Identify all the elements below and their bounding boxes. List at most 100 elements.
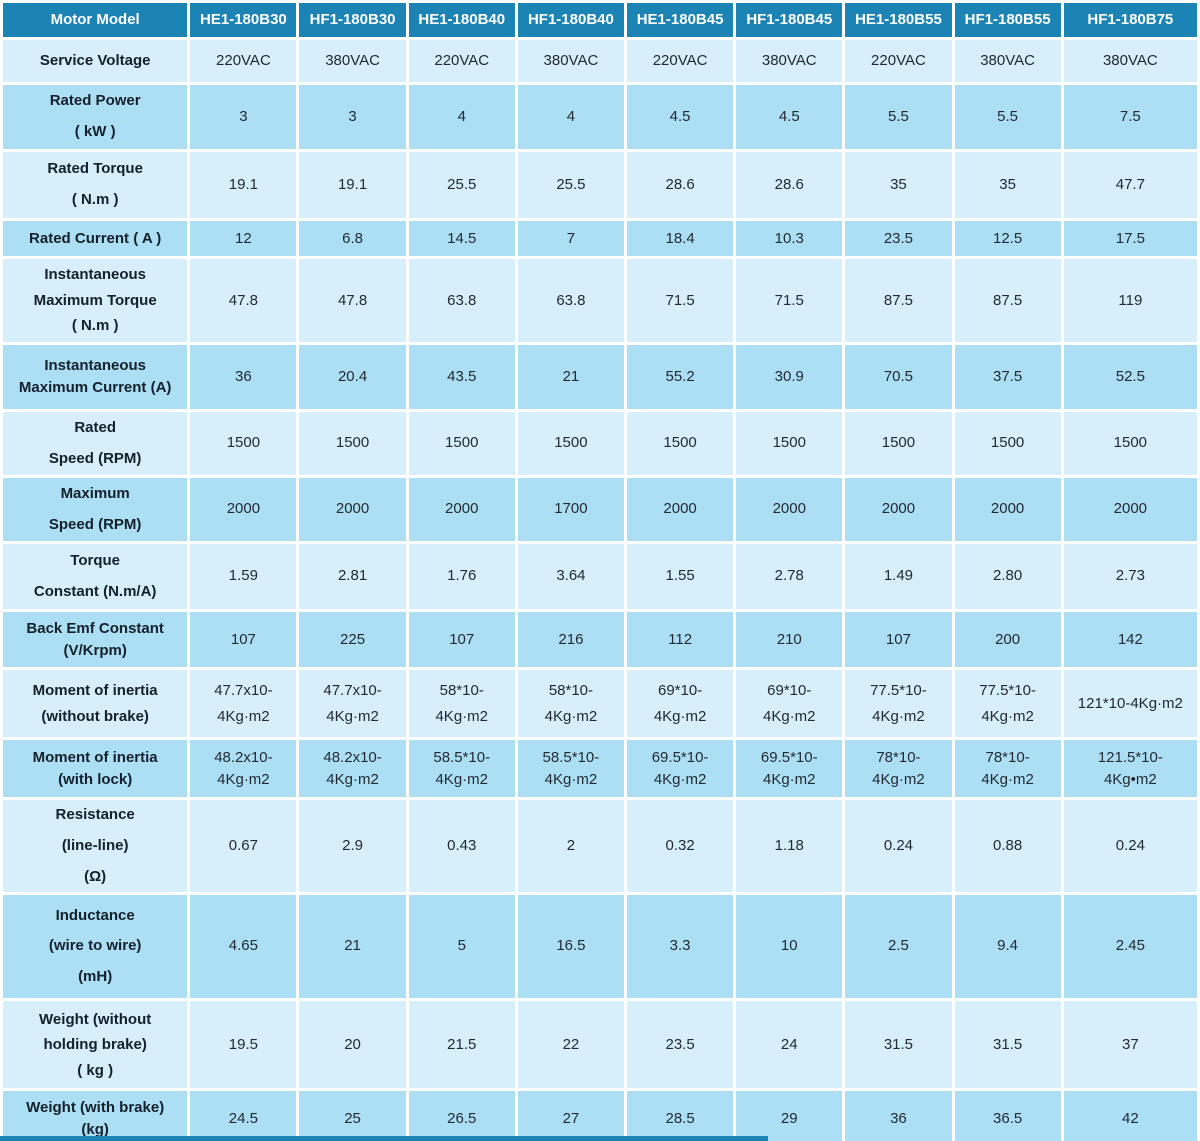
spec-value-cell: 69*10- 4Kg·m2	[627, 670, 734, 737]
spec-value-cell: 47.7	[1063, 152, 1197, 218]
spec-value-cell: 12	[190, 221, 297, 256]
spec-value-cell: 3	[190, 85, 297, 149]
model-header-cell: HE1-180B55	[845, 3, 952, 37]
table-row: Moment of inertia (without brake) 47.7x10…	[3, 670, 1197, 737]
spec-value-cell: 1500	[627, 412, 734, 475]
spec-value-cell: 1500	[954, 412, 1061, 475]
spec-value-cell: 63.8	[408, 259, 515, 342]
spec-value-cell: 4.5	[627, 85, 734, 149]
spec-value-cell: 37.5	[954, 345, 1061, 409]
spec-value-cell: 16.5	[517, 895, 624, 999]
next-table-header-strip	[0, 1136, 768, 1141]
row-label-cell: Instantaneous Maximum Torque ( N.m )	[3, 259, 188, 342]
spec-value-cell: 21.5	[408, 1001, 515, 1089]
spec-value-cell: 35	[845, 152, 952, 218]
spec-value-cell: 1700	[517, 478, 624, 541]
spec-value-cell: 36.5	[954, 1091, 1061, 1141]
model-header-cell: HF1-180B55	[954, 3, 1061, 37]
spec-value-cell: 77.5*10- 4Kg·m2	[845, 670, 952, 737]
row-label-cell: Inductance (wire to wire) (mH)	[3, 895, 188, 999]
spec-value-cell: 200	[954, 612, 1061, 667]
spec-value-cell: 25.5	[408, 152, 515, 218]
table-row: Maximum Speed (RPM) 2000 2000 2000 1700 2000 2…	[3, 478, 1197, 541]
spec-value-cell: 5.5	[954, 85, 1061, 149]
spec-value-cell: 2.80	[954, 544, 1061, 609]
spec-value-cell: 380VAC	[736, 40, 843, 82]
spec-value-cell: 2000	[845, 478, 952, 541]
spec-value-cell: 2000	[736, 478, 843, 541]
spec-value-cell: 24.5	[190, 1091, 297, 1141]
spec-value-cell: 43.5	[408, 345, 515, 409]
spec-value-cell: 1.18	[736, 800, 843, 893]
spec-value-cell: 380VAC	[1063, 40, 1197, 82]
row-label-cell: Back Emf Constant (V/Krpm)	[3, 612, 188, 667]
model-header-cell: HF1-180B30	[299, 3, 406, 37]
spec-value-cell: 55.2	[627, 345, 734, 409]
spec-value-cell: 10	[736, 895, 843, 999]
row-label-cell: Torque Constant (N.m/A)	[3, 544, 188, 609]
spec-value-cell: 380VAC	[517, 40, 624, 82]
spec-value-cell: 1500	[408, 412, 515, 475]
spec-value-cell: 220VAC	[845, 40, 952, 82]
spec-value-cell: 0.43	[408, 800, 515, 893]
spec-value-cell: 1.59	[190, 544, 297, 609]
model-header-cell: HE1-180B40	[408, 3, 515, 37]
spec-value-cell: 22	[517, 1001, 624, 1089]
spec-value-cell: 23.5	[845, 221, 952, 256]
spec-value-cell: 4	[408, 85, 515, 149]
spec-value-cell: 47.7x10- 4Kg·m2	[299, 670, 406, 737]
table-row: Instantaneous Maximum Current (A) 36 20.4 4…	[3, 345, 1197, 409]
spec-value-cell: 220VAC	[627, 40, 734, 82]
spec-value-cell: 107	[845, 612, 952, 667]
spec-value-cell: 69*10- 4Kg·m2	[736, 670, 843, 737]
spec-value-cell: 48.2x10- 4Kg·m2	[190, 740, 297, 797]
spec-value-cell: 121.5*10- 4Kg•m2	[1063, 740, 1197, 797]
spec-value-cell: 5	[408, 895, 515, 999]
spec-value-cell: 31.5	[845, 1001, 952, 1089]
spec-value-cell: 112	[627, 612, 734, 667]
spec-value-cell: 78*10- 4Kg·m2	[845, 740, 952, 797]
spec-value-cell: 25.5	[517, 152, 624, 218]
spec-value-cell: 58*10- 4Kg·m2	[517, 670, 624, 737]
table-row: Resistance (line-line) (Ω) 0.67 2.9 0.43 2 0.…	[3, 800, 1197, 893]
table-row: Weight (with brake) (kg) 24.5 25 26.5 27 28.5…	[3, 1091, 1197, 1141]
spec-value-cell: 225	[299, 612, 406, 667]
row-label-cell: Rated Torque ( N.m )	[3, 152, 188, 218]
spec-value-cell: 220VAC	[190, 40, 297, 82]
motor-model-header-cell: Motor Model	[3, 3, 188, 37]
spec-value-cell: 20.4	[299, 345, 406, 409]
spec-value-cell: 2000	[190, 478, 297, 541]
spec-value-cell: 47.7x10- 4Kg·m2	[190, 670, 297, 737]
spec-value-cell: 58*10- 4Kg·m2	[408, 670, 515, 737]
table-row: Moment of inertia (with lock) 48.2x10- 4K…	[3, 740, 1197, 797]
spec-value-cell: 52.5	[1063, 345, 1197, 409]
spec-value-cell: 107	[408, 612, 515, 667]
spec-value-cell: 24	[736, 1001, 843, 1089]
spec-value-cell: 1500	[190, 412, 297, 475]
spec-value-cell: 25	[299, 1091, 406, 1141]
spec-value-cell: 3.3	[627, 895, 734, 999]
spec-value-cell: 28.5	[627, 1091, 734, 1141]
spec-value-cell: 1500	[299, 412, 406, 475]
spec-value-cell: 19.1	[299, 152, 406, 218]
table-row: Inductance (wire to wire) (mH) 4.65 21 5 16.…	[3, 895, 1197, 999]
spec-value-cell: 87.5	[845, 259, 952, 342]
spec-value-cell: 7.5	[1063, 85, 1197, 149]
spec-value-cell: 1500	[736, 412, 843, 475]
spec-value-cell: 71.5	[627, 259, 734, 342]
spec-value-cell: 2	[517, 800, 624, 893]
spec-value-cell: 0.67	[190, 800, 297, 893]
spec-value-cell: 19.1	[190, 152, 297, 218]
spec-value-cell: 21	[517, 345, 624, 409]
spec-value-cell: 29	[736, 1091, 843, 1141]
spec-value-cell: 2.45	[1063, 895, 1197, 999]
spec-value-cell: 36	[845, 1091, 952, 1141]
spec-value-cell: 42	[1063, 1091, 1197, 1141]
spec-value-cell: 23.5	[627, 1001, 734, 1089]
spec-value-cell: 47.8	[190, 259, 297, 342]
spec-value-cell: 19.5	[190, 1001, 297, 1089]
spec-value-cell: 1500	[517, 412, 624, 475]
spec-value-cell: 18.4	[627, 221, 734, 256]
spec-value-cell: 31.5	[954, 1001, 1061, 1089]
